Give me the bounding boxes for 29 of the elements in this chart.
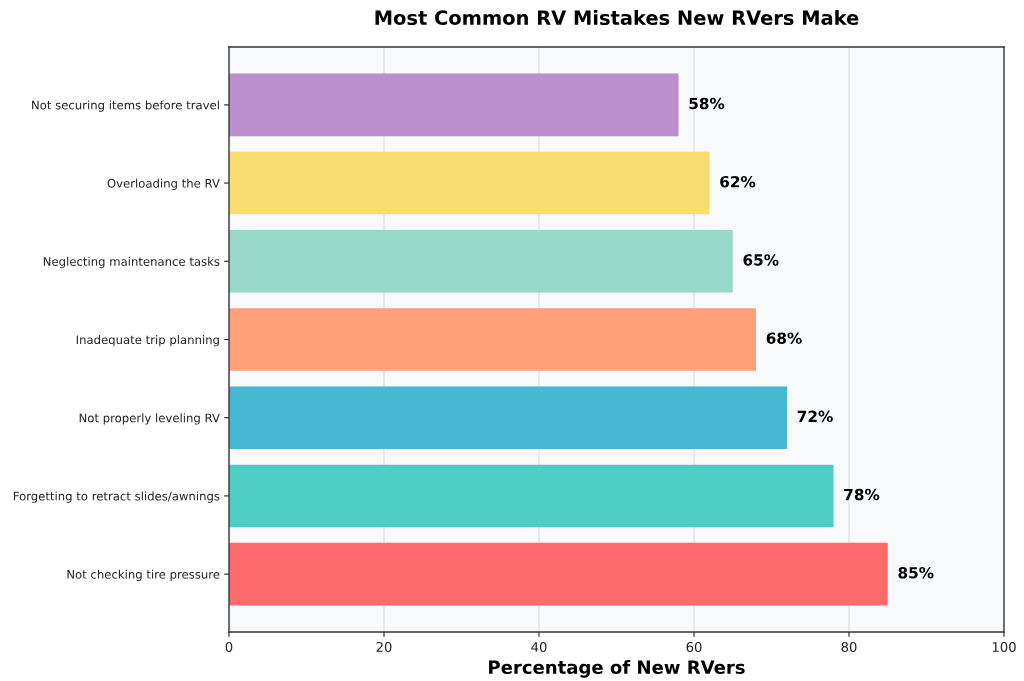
data-label: 72% [797, 410, 833, 423]
bar [229, 73, 679, 137]
x-tick-label: 20 [376, 641, 392, 652]
x-tick-label: 80 [841, 641, 857, 652]
data-label: 85% [898, 567, 934, 579]
y-tick-label: Forgetting to retract slides/awnings [13, 491, 220, 503]
x-axis-title: Percentage of New RVers [489, 660, 745, 678]
y-tick-label: Neglecting maintenance tasks [43, 256, 220, 269]
data-label: 62% [720, 175, 756, 188]
bar [229, 308, 756, 371]
x-tick-label: 0 [225, 641, 233, 652]
y-tick-label: Inadequate trip planning [76, 335, 219, 347]
y-tick-label: Not securing items before travel [32, 100, 219, 112]
bar [229, 230, 733, 293]
data-label: 78% [844, 488, 880, 501]
data-label: 58% [689, 97, 725, 110]
bar [229, 542, 888, 606]
bar [229, 386, 787, 449]
data-label: 65% [743, 254, 779, 266]
data-label: 68% [766, 332, 802, 344]
bar [229, 464, 834, 528]
x-tick-label: 60 [686, 641, 702, 652]
bar [229, 151, 710, 215]
x-tick-label: 40 [531, 641, 547, 652]
y-tick-label: Not checking tire pressure [67, 569, 220, 581]
x-tick-label: 100 [992, 641, 1016, 652]
y-tick-label: Not properly leveling RV [79, 413, 220, 425]
y-tick-label: Overloading the RV [107, 178, 220, 190]
chart-title: Most Common RV Mistakes New RVers Make [375, 10, 859, 26]
